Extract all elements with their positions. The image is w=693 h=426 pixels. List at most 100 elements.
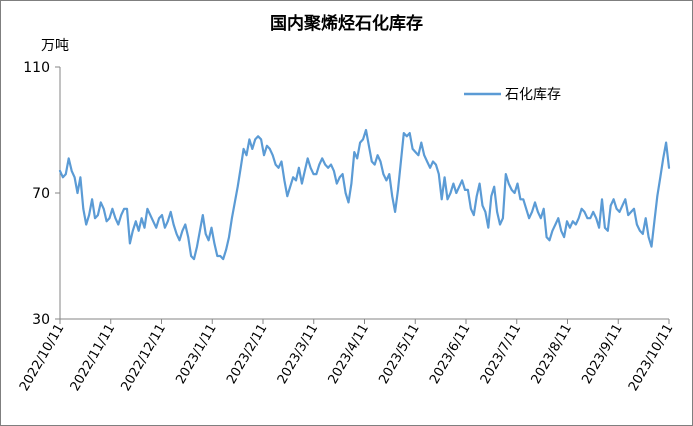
data-point (251, 148, 254, 150)
data-point (210, 226, 213, 229)
data-point (196, 245, 198, 248)
data-point (502, 217, 504, 219)
data-point (283, 179, 286, 182)
data-point (336, 182, 338, 185)
data-point (440, 198, 443, 201)
data-point (542, 208, 545, 210)
data-point (464, 189, 466, 191)
x-tick-label: 2022/12/11 (119, 322, 169, 394)
data-point (213, 242, 216, 245)
data-point (406, 135, 408, 138)
data-point (487, 226, 490, 229)
data-point (207, 239, 210, 242)
data-point (414, 151, 417, 153)
data-point (586, 217, 589, 219)
data-point (158, 217, 160, 219)
data-point (557, 217, 560, 219)
data-point (371, 160, 373, 163)
data-point (315, 173, 318, 175)
data-point (609, 204, 612, 207)
data-point (429, 167, 431, 169)
data-point (656, 195, 659, 197)
y-tick-label: 30 (32, 312, 50, 328)
data-point (169, 211, 172, 213)
data-point (178, 239, 181, 242)
data-point (184, 223, 187, 226)
data-point (438, 173, 440, 175)
data-point (583, 211, 586, 213)
data-point (341, 173, 344, 175)
data-point (88, 214, 90, 216)
legend-label: 石化库存 (505, 87, 561, 103)
data-point (234, 201, 236, 204)
data-point (257, 135, 259, 138)
data-point (102, 208, 105, 210)
data-point (202, 214, 204, 216)
data-point (286, 195, 289, 197)
data-point (607, 230, 609, 232)
data-point (330, 163, 332, 166)
x-tick-label: 2023/1/11 (173, 322, 219, 387)
data-point (473, 214, 475, 216)
data-point (338, 176, 341, 179)
chart-title: 国内聚烯烃石化库存 (270, 14, 423, 34)
data-point (382, 173, 385, 175)
data-point (79, 176, 82, 179)
data-point (484, 211, 487, 213)
x-tick-label: 2023/8/11 (529, 322, 575, 387)
data-point (100, 201, 102, 204)
data-point (239, 167, 242, 169)
x-tick-label: 2023/4/11 (326, 322, 372, 387)
data-point (225, 248, 227, 251)
data-point (513, 192, 516, 194)
x-tick-label: 2023/5/11 (376, 322, 422, 387)
data-point (271, 154, 274, 156)
data-point (120, 214, 122, 216)
data-point (312, 173, 315, 175)
data-point (137, 230, 140, 232)
data-point (344, 192, 347, 194)
data-point (204, 233, 207, 235)
data-point (108, 217, 111, 219)
data-point (143, 226, 146, 229)
data-point (269, 148, 271, 150)
data-point (490, 195, 493, 197)
data-point (190, 255, 192, 257)
x-tick-label: 2023/2/11 (224, 322, 270, 387)
x-tick-label: 2023/6/11 (427, 322, 473, 387)
data-point (569, 226, 571, 229)
data-point (408, 132, 411, 134)
data-point (633, 208, 635, 210)
data-point (630, 211, 632, 213)
data-point (650, 245, 653, 248)
data-point (577, 217, 580, 219)
data-point (612, 198, 615, 201)
data-point (534, 201, 536, 204)
data-point (379, 160, 382, 163)
data-point (662, 157, 664, 160)
data-point (362, 138, 364, 141)
data-point (668, 167, 670, 169)
data-point (397, 189, 399, 191)
data-point (254, 138, 256, 141)
data-point (289, 185, 292, 188)
data-point (67, 157, 70, 160)
data-point (510, 189, 513, 191)
data-point (388, 173, 391, 175)
data-point (140, 217, 143, 219)
data-point (493, 185, 496, 188)
data-point (356, 157, 359, 160)
data-point (659, 176, 662, 179)
data-point (499, 223, 501, 226)
data-point (496, 211, 498, 213)
data-point (146, 208, 149, 210)
data-point (647, 236, 650, 238)
data-point (531, 211, 533, 213)
data-point (455, 192, 458, 194)
data-point (618, 211, 621, 213)
series-group (58, 128, 671, 261)
data-point (391, 195, 394, 197)
data-point (420, 141, 423, 144)
